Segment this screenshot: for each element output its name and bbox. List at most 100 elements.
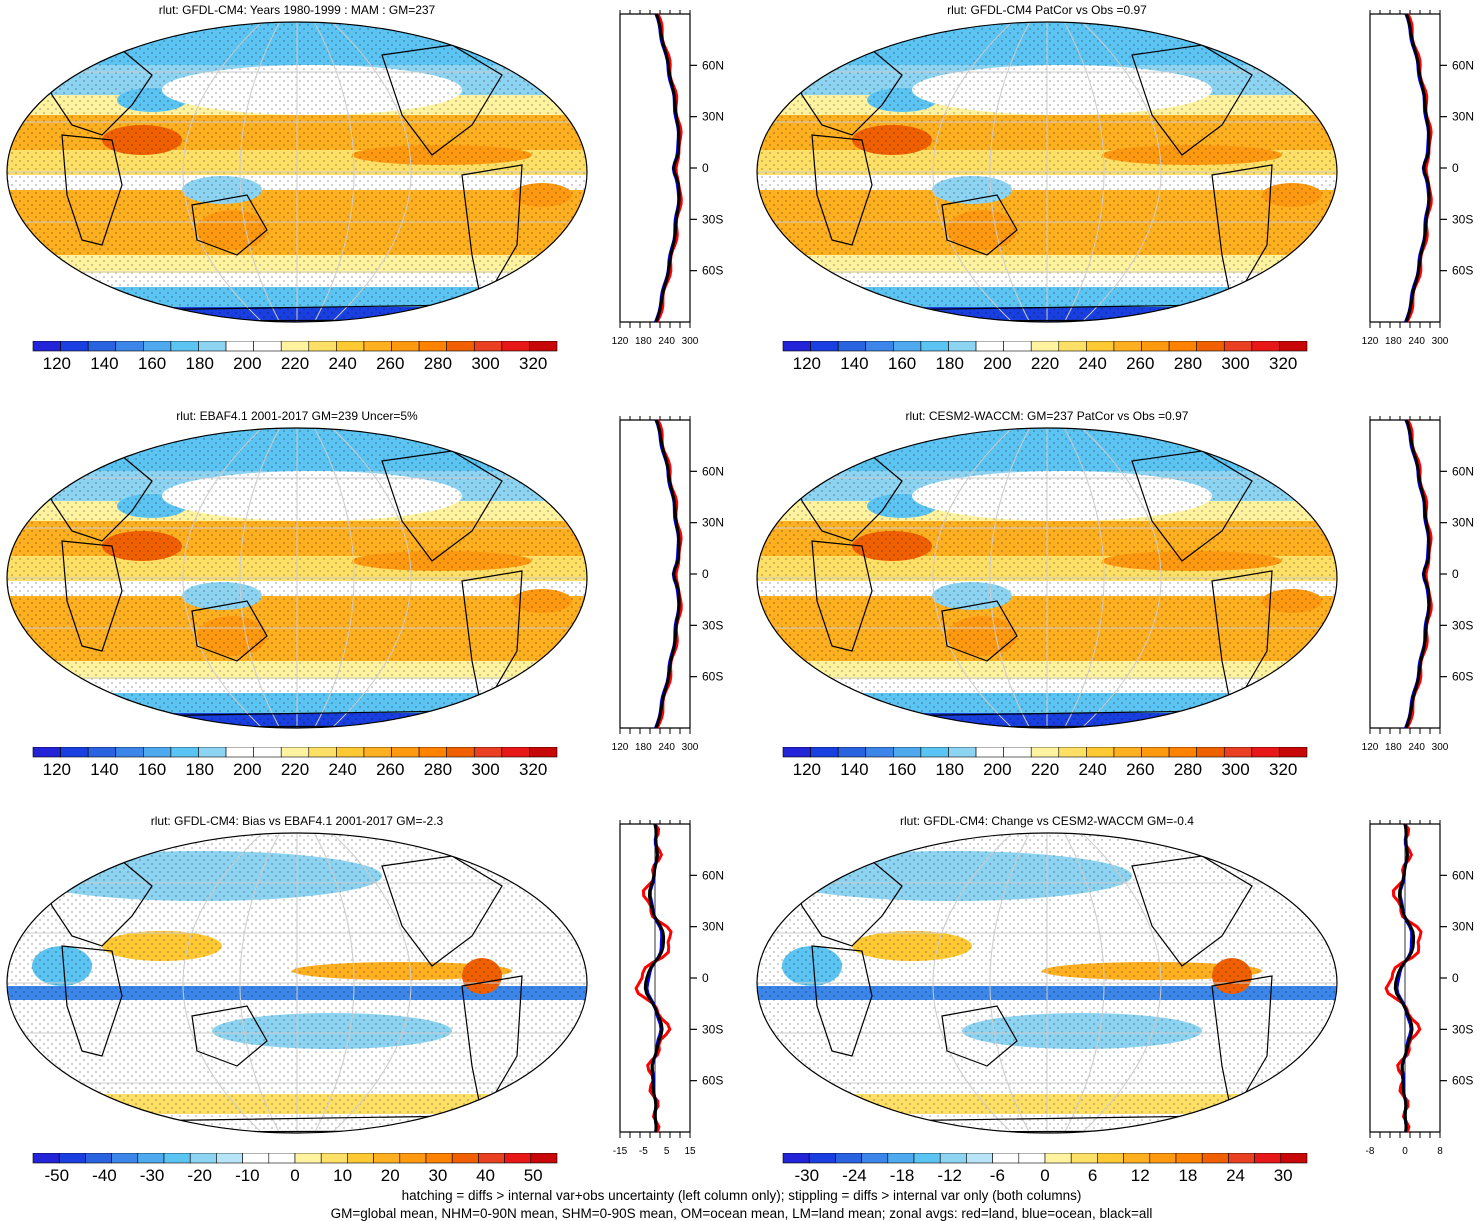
profile-land-line (655, 13, 683, 323)
colorbar-tick-label: 120 (42, 354, 71, 373)
colorbar-tick-label: 180 (185, 760, 214, 779)
profile-unit-label: W m-2 (643, 416, 667, 418)
world-map (756, 832, 1338, 1134)
colorbar-swatch (347, 1153, 374, 1164)
colorbar-swatch (1223, 341, 1253, 352)
colorbar-swatch (242, 1153, 270, 1164)
profile-lat-label: 30N (702, 920, 724, 934)
colorbar-swatch (253, 341, 282, 352)
colorbar-swatch (451, 1153, 479, 1164)
colorbar-swatch (225, 341, 254, 352)
profile-unit-label: W m-2 (1393, 10, 1417, 12)
colorbar-tick-label: 18 (1178, 1166, 1198, 1185)
world-map (6, 832, 588, 1134)
colorbar-swatch (391, 341, 420, 352)
colorbar-swatch (87, 747, 117, 758)
colorbar-swatch (225, 747, 254, 758)
map-title: rlut: GFDL-CM4: Bias vs EBAF4.1 2001-201… (150, 814, 444, 828)
map-title: rlut: EBAF4.1 2001-2017 GM=239 Uncer=5% (176, 409, 418, 423)
profile-lat-label: 0 (702, 971, 709, 985)
colorbar-swatch (111, 1153, 139, 1164)
colorbar-tick-label: -30 (794, 1166, 820, 1185)
colorbar-swatch (1251, 341, 1280, 352)
colorbar-swatch (887, 1153, 915, 1164)
colorbar-swatch (1030, 747, 1060, 758)
profile-land-line (1405, 419, 1433, 729)
profile-x-tick: 300 (1432, 336, 1449, 347)
colorbar-tick-label: 140 (840, 354, 869, 373)
colorbar-swatch (1058, 341, 1087, 352)
colorbar-swatch (1030, 341, 1060, 352)
profile-lat-label: 30S (702, 618, 723, 632)
colorbar-swatch (198, 747, 227, 758)
profile-lat-label: 30S (1452, 618, 1473, 632)
profile-lat-label: 0 (702, 567, 709, 581)
colorbar-tick-label: 140 (90, 760, 119, 779)
colorbar-tick-label: 120 (792, 760, 821, 779)
colorbar-tick-label: 240 (1078, 760, 1107, 779)
profile-land-line (655, 419, 683, 729)
colorbar-swatch (966, 1153, 993, 1164)
colorbar-swatch (501, 747, 530, 758)
profile-lat-label: 60S (702, 264, 723, 278)
profile-lat-label: 60N (1452, 58, 1474, 72)
colorbar-swatch (1168, 747, 1197, 758)
colorbar-swatch (1228, 1153, 1255, 1164)
colorbar-tick-label: 12 (1130, 1166, 1150, 1185)
colorbar-swatch (373, 1153, 401, 1164)
colorbar-swatch (1254, 1153, 1282, 1164)
colorbar-tick-label: 120 (42, 760, 71, 779)
colorbar (782, 1153, 1308, 1164)
profile-lat-label: 60N (1452, 868, 1474, 882)
colorbar-tick-label: 300 (471, 760, 500, 779)
colorbar-tick-label: 220 (1030, 760, 1060, 779)
zonal-mean-profile: 60N 30N 0 30S 60S -8 0 8 W m-2 (1366, 820, 1474, 1157)
colorbar-tick-label: 260 (376, 760, 405, 779)
colorbar-tick-label: 6 (1087, 1166, 1098, 1185)
colorbar-swatch (835, 1153, 862, 1164)
colorbar-tick-label: 160 (887, 760, 917, 779)
colorbar-swatch (1168, 341, 1197, 352)
colorbar-swatch (1003, 341, 1032, 352)
profile-unit-label: W m-2 (1393, 820, 1417, 822)
colorbar-tick-label: 320 (518, 354, 548, 373)
profile-land-line (1405, 13, 1433, 323)
profile-x-tick: -5 (639, 1146, 648, 1157)
colorbar-swatch (810, 747, 839, 758)
colorbar-swatch (336, 747, 365, 758)
colorbar (32, 747, 558, 758)
profile-x-tick: 180 (635, 336, 652, 347)
map-title: rlut: CESM2-WACCM: GM=237 PatCor vs Obs … (905, 409, 1189, 423)
colorbar-swatch (1175, 1153, 1203, 1164)
colorbar-tick-label: 280 (1173, 760, 1203, 779)
colorbar-swatch (143, 747, 172, 758)
profile-x-tick: 180 (1385, 336, 1402, 347)
colorbar-swatch (446, 341, 475, 352)
map-title: rlut: GFDL-CM4: Change vs CESM2-WACCM GM… (900, 814, 1194, 828)
colorbar-swatch (425, 1153, 453, 1164)
colorbar-tick-label: 40 (476, 1166, 495, 1185)
colorbar-tick-label: 180 (185, 354, 214, 373)
colorbar-swatch (308, 341, 337, 352)
colorbar-tick-label: -50 (44, 1166, 70, 1185)
colorbar-swatch (1086, 747, 1115, 758)
colorbar-swatch (87, 341, 117, 352)
colorbar-swatch (137, 1153, 165, 1164)
profile-lat-label: 30N (1452, 110, 1474, 124)
colorbar-tick-label: 200 (233, 760, 262, 779)
profile-lat-label: 30S (702, 1022, 723, 1036)
colorbar-swatch (1097, 1153, 1124, 1164)
colorbar-swatch (529, 341, 558, 352)
colorbar-tick-label: 240 (1078, 354, 1107, 373)
zonal-mean-profile: 60N 30N 0 30S 60S 120 180 240 300 W m-2 (612, 416, 724, 753)
profile-unit-label: W m-2 (643, 10, 667, 12)
colorbar-tick-label: 280 (423, 354, 453, 373)
colorbar-swatch (939, 1153, 967, 1164)
colorbar-swatch (1279, 747, 1308, 758)
colorbar-tick-label: -10 (235, 1166, 260, 1185)
colorbar-tick-label: -6 (989, 1166, 1005, 1185)
colorbar-swatch (529, 747, 558, 758)
map-title: rlut: GFDL-CM4: Years 1980-1999 : MAM : … (158, 3, 436, 17)
colorbar-swatch (216, 1153, 243, 1164)
colorbar-swatch (60, 747, 89, 758)
